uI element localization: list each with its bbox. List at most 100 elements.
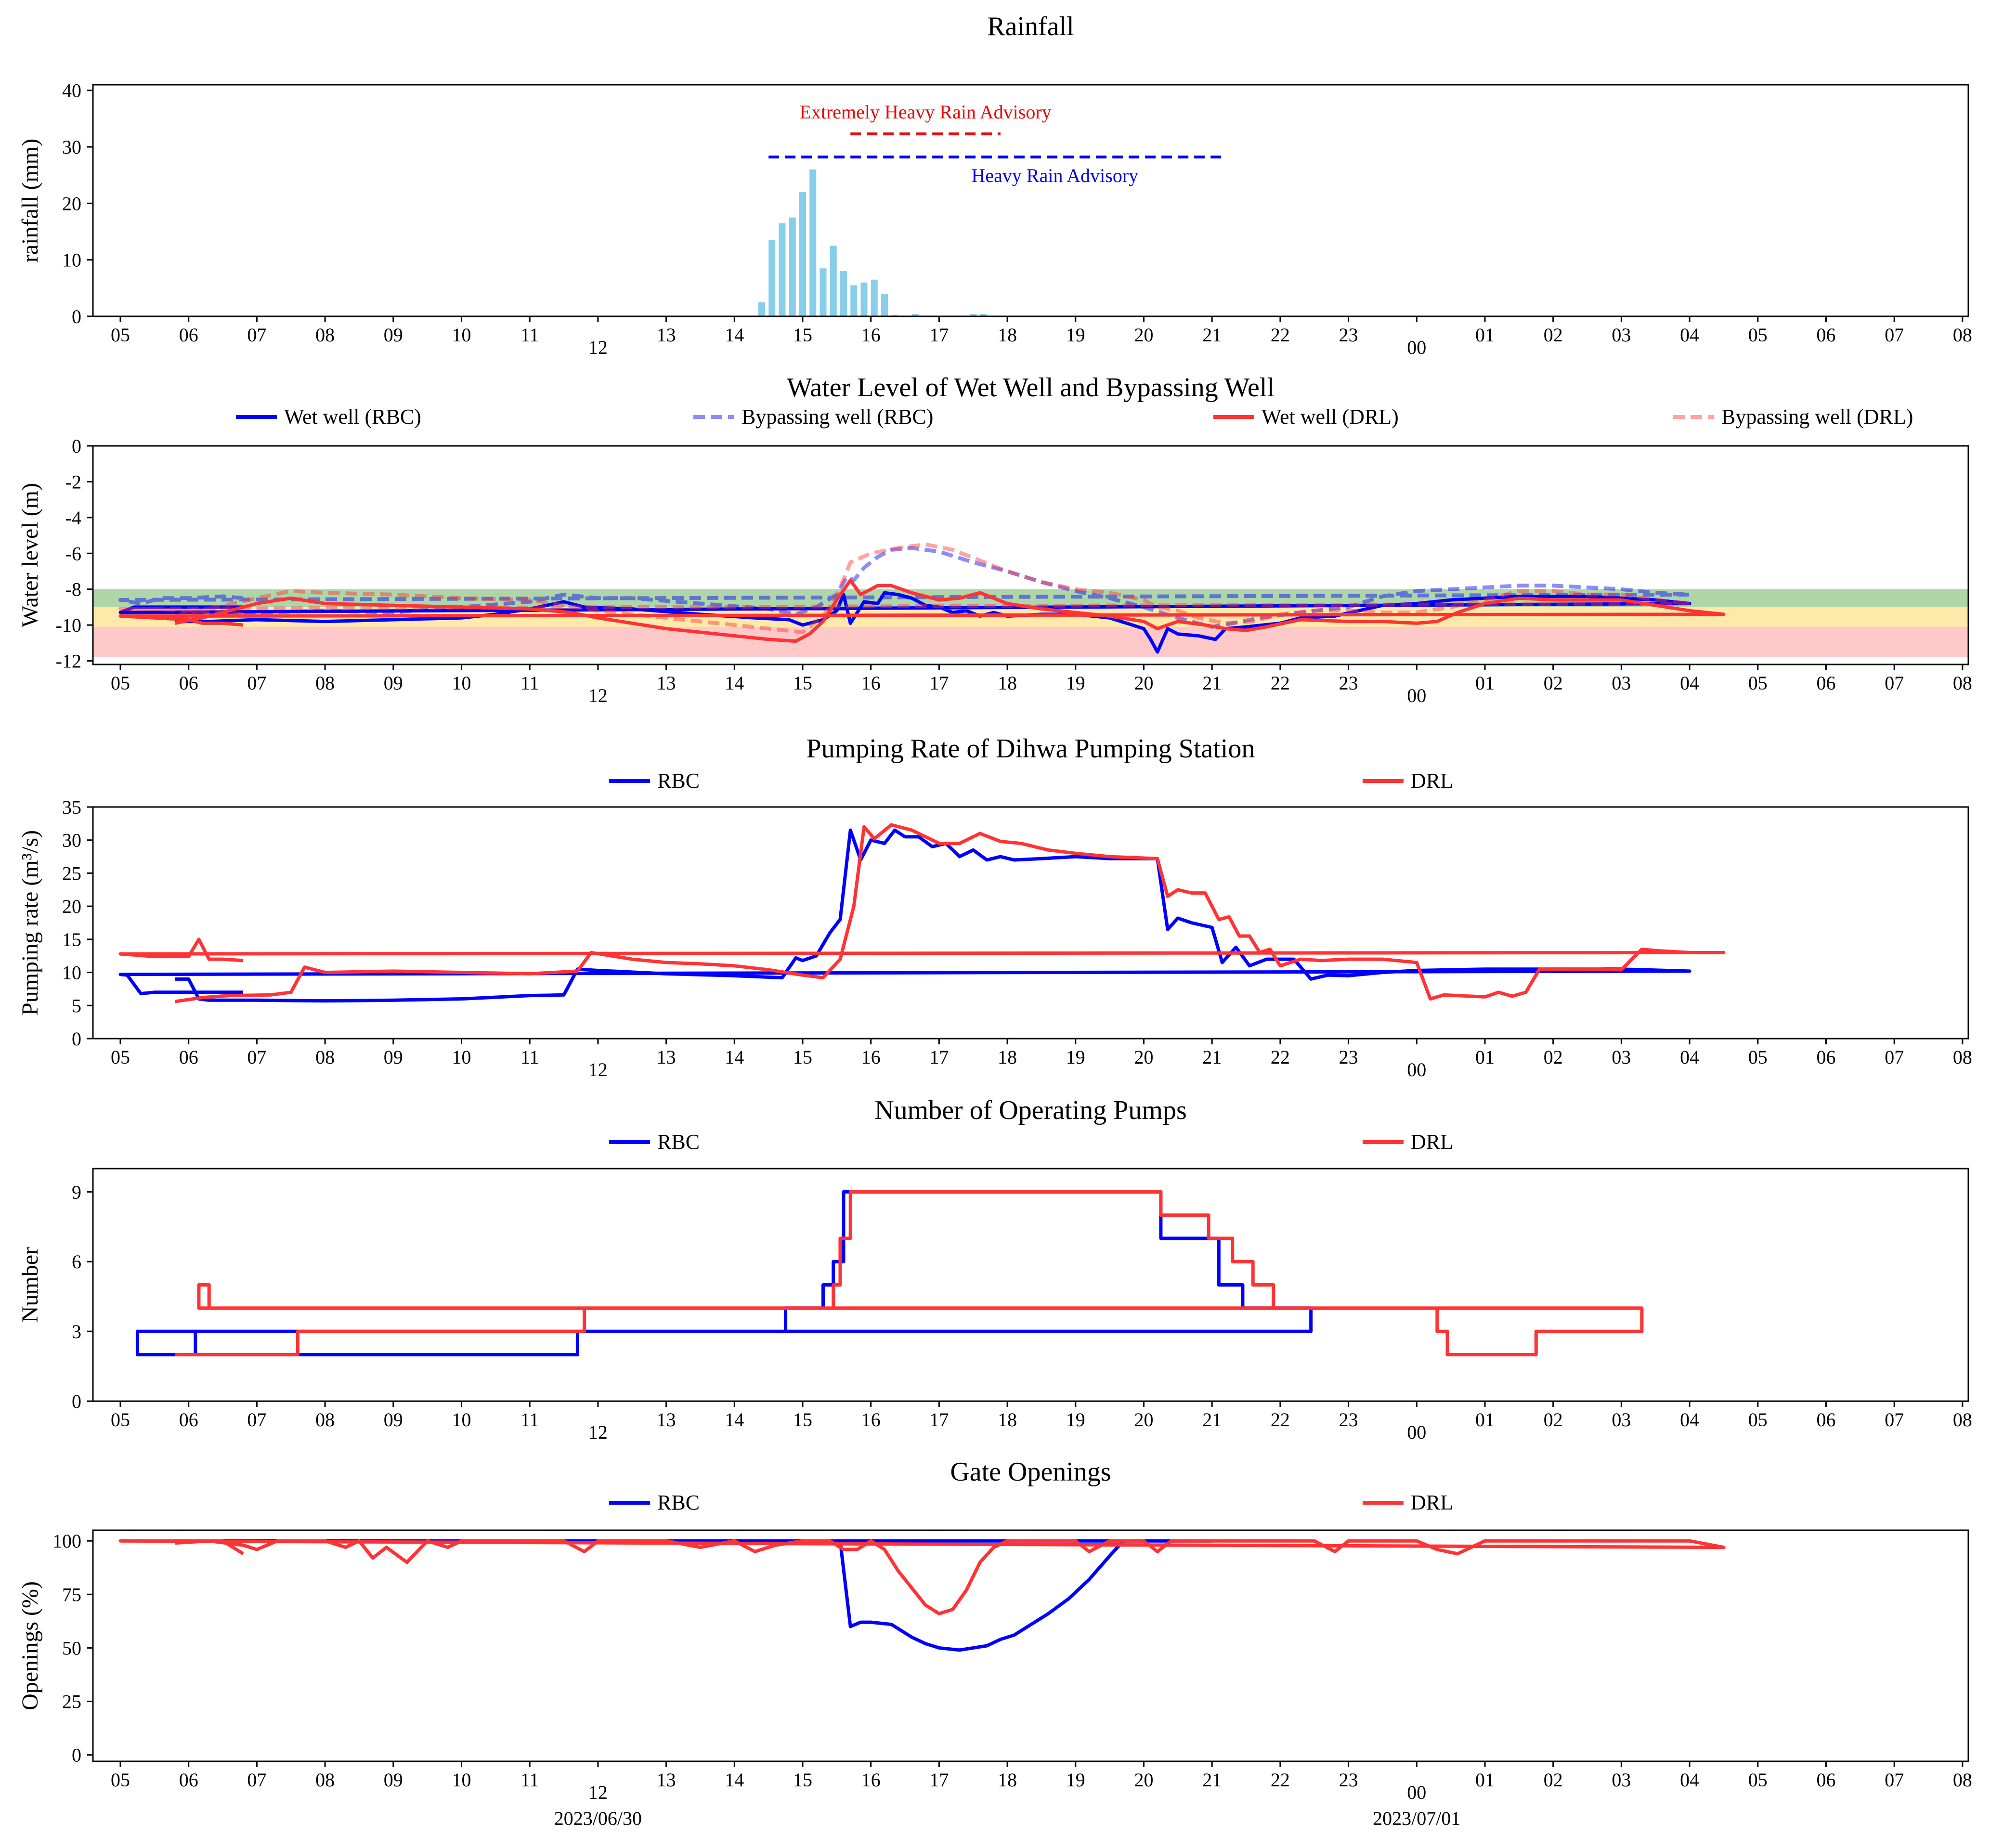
- y-tick-label: 30: [62, 830, 81, 851]
- advisory-label: Extremely Heavy Rain Advisory: [799, 101, 1051, 123]
- x-tick-label: 19: [1066, 672, 1085, 694]
- x-tick-label: 01: [1475, 672, 1495, 694]
- x-tick-label: 17: [929, 1409, 949, 1431]
- legend-label: DRL: [1411, 1130, 1453, 1154]
- x-tick-label: 14: [725, 1046, 744, 1068]
- x-tick-label: 06: [179, 1769, 198, 1791]
- x-tick-label: 00: [1407, 1782, 1426, 1803]
- x-tick-label: 06: [1817, 1046, 1836, 1068]
- bar: [881, 294, 888, 316]
- x-tick-label: 16: [861, 1046, 881, 1068]
- bar: [819, 268, 827, 316]
- x-tick-label: 02: [1544, 1409, 1563, 1431]
- axes-frame: [92, 1529, 1969, 1762]
- y-tick-label: 20: [62, 193, 81, 214]
- x-tick-label: 07: [1885, 672, 1904, 694]
- x-tick-label: 05: [1748, 672, 1768, 694]
- x-tick-label: 21: [1202, 324, 1222, 346]
- bar: [871, 279, 878, 316]
- x-tick-label: 05: [111, 1046, 130, 1068]
- bar: [830, 246, 837, 316]
- x-tick-label: 19: [1066, 1769, 1085, 1791]
- series-line: [175, 1190, 1644, 1356]
- x-tick-label: 20: [1134, 1769, 1154, 1791]
- y-tick-label: 40: [62, 80, 81, 102]
- x-tick-label: 11: [520, 1409, 539, 1431]
- y-tick-label: 50: [62, 1637, 81, 1659]
- x-tick-label: 01: [1475, 1046, 1495, 1068]
- x-tick-label: 19: [1066, 1409, 1085, 1431]
- x-tick-label: 03: [1612, 1769, 1631, 1791]
- axes-frame: [92, 806, 1969, 1040]
- x-tick-label: 17: [929, 1046, 949, 1068]
- x-tick-label: 08: [315, 324, 335, 346]
- axes-frame: [92, 84, 1969, 317]
- x-tick-label: 08: [1953, 1769, 1972, 1791]
- x-tick-label: 23: [1339, 1769, 1358, 1791]
- x-tick-label: 08: [1953, 324, 1972, 346]
- x-tick-label: 03: [1612, 1046, 1631, 1068]
- y-axis-label: Water level (m): [17, 483, 43, 627]
- y-tick-label: 30: [62, 136, 81, 158]
- x-tick-label: 23: [1339, 1409, 1358, 1431]
- legend-label: DRL: [1411, 769, 1453, 793]
- legend-label: RBC: [657, 769, 700, 793]
- legend-label: Wet well (DRL): [1262, 405, 1399, 429]
- x-tick-label: 22: [1271, 324, 1290, 346]
- y-tick-label: 6: [72, 1251, 81, 1273]
- x-tick-label: 12: [588, 685, 608, 706]
- x-tick-label: 07: [1885, 1769, 1904, 1791]
- x-tick-label: 01: [1475, 1769, 1495, 1791]
- y-tick-label: 35: [62, 796, 81, 818]
- panel-0: Rainfall Extremely Heavy Rain Advisory Hea…: [17, 12, 1972, 358]
- y-tick-label: 75: [62, 1584, 81, 1605]
- x-tick-label: 12: [588, 1782, 608, 1803]
- x-tick-label: 14: [725, 1409, 744, 1431]
- bar: [980, 314, 987, 316]
- x-tick-label: 05: [111, 1409, 130, 1431]
- x-tick-label: 04: [1680, 1769, 1699, 1791]
- series-line: [118, 823, 1726, 1003]
- legend-label: RBC: [657, 1491, 700, 1514]
- series-line: [118, 546, 1692, 629]
- x-tick-label: 07: [1885, 1046, 1904, 1068]
- x-tick-label: 10: [452, 1409, 471, 1431]
- y-tick-label: 15: [62, 929, 81, 950]
- x-tick-label: 07: [247, 1409, 266, 1431]
- x-tick-label: 22: [1271, 1046, 1290, 1068]
- x-tick-label: 18: [998, 324, 1017, 346]
- x-tick-label: 05: [1748, 1769, 1768, 1791]
- x-tick-label: 07: [247, 1769, 266, 1791]
- y-axis-label: Pumping rate (m³/s): [17, 830, 43, 1015]
- band-red: [93, 626, 1968, 658]
- y-tick-label: -8: [65, 579, 81, 600]
- x-tick-label: 15: [793, 672, 812, 694]
- y-tick-label: 3: [72, 1321, 81, 1342]
- x-tick-label: 08: [1953, 672, 1972, 694]
- date-label: 2023/06/30: [554, 1808, 642, 1829]
- x-tick-label: 11: [520, 672, 539, 694]
- y-tick-label: 0: [72, 1744, 81, 1766]
- y-tick-label: -2: [65, 471, 81, 493]
- date-label: 2023/07/01: [1373, 1808, 1460, 1829]
- y-tick-label: 5: [72, 995, 81, 1016]
- x-tick-label: 10: [452, 1046, 471, 1068]
- x-tick-label: 08: [315, 1409, 335, 1431]
- chart-title: Pumping Rate of Dihwa Pumping Station: [806, 734, 1255, 764]
- x-tick-label: 06: [179, 672, 198, 694]
- y-tick-label: 0: [72, 435, 81, 457]
- y-tick-label: 9: [72, 1181, 81, 1203]
- axes-frame: [92, 445, 1969, 665]
- x-tick-label: 00: [1407, 685, 1426, 706]
- chart-title: Water Level of Wet Well and Bypassing We…: [787, 373, 1275, 403]
- x-tick-label: 15: [793, 1046, 812, 1068]
- y-tick-label: -6: [65, 543, 81, 564]
- x-tick-label: 05: [1748, 1046, 1768, 1068]
- x-tick-label: 02: [1544, 1769, 1563, 1791]
- x-tick-label: 22: [1271, 672, 1290, 694]
- x-tick-label: 13: [657, 672, 676, 694]
- chart-title: Number of Operating Pumps: [874, 1095, 1187, 1125]
- x-tick-label: 03: [1612, 672, 1631, 694]
- x-tick-label: 05: [111, 1769, 130, 1791]
